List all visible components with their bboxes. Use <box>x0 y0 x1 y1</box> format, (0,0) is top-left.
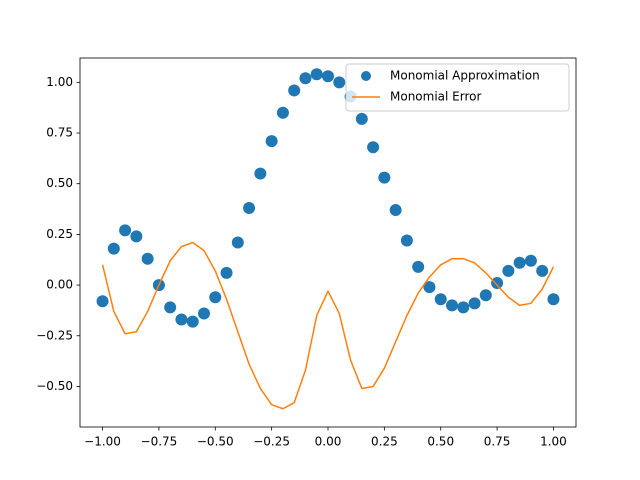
x-tick-label: −0.50 <box>197 435 234 449</box>
scatter-point <box>446 299 458 312</box>
scatter-point <box>141 252 154 265</box>
scatter-point <box>288 84 301 97</box>
scatter-point <box>400 234 413 247</box>
y-tick-label: 0.00 <box>46 278 73 292</box>
scatter-point <box>276 106 289 119</box>
scatter-point <box>355 112 368 125</box>
scatter-point <box>186 315 199 328</box>
scatter-point <box>231 236 244 249</box>
scatter-point <box>491 277 504 290</box>
plot-frame <box>79 57 577 428</box>
x-tick-label: −1.00 <box>84 435 121 449</box>
scatter-point <box>119 224 132 237</box>
y-tick-label: 0.25 <box>46 227 73 241</box>
y-tick-label: 0.50 <box>46 176 73 190</box>
x-tick-label: 0.75 <box>484 435 511 449</box>
scatter-point <box>547 293 560 306</box>
scatter-point <box>502 264 515 277</box>
scatter-point <box>536 264 549 277</box>
scatter-point <box>322 70 334 83</box>
x-tick-label: 0.50 <box>427 435 454 449</box>
scatter-point <box>175 313 188 326</box>
scatter-point <box>367 141 380 154</box>
scatter-point <box>479 289 492 302</box>
legend-box <box>345 63 570 112</box>
scatter-point <box>220 266 233 279</box>
scatter-point <box>107 242 120 255</box>
scatter-point <box>265 135 278 148</box>
scatter-point <box>198 307 210 320</box>
scatter-point <box>524 254 537 267</box>
legend-marker <box>361 71 371 81</box>
y-tick-label: −0.50 <box>36 379 73 393</box>
scatter-point <box>243 202 256 215</box>
scatter-point <box>389 204 402 217</box>
scatter-point <box>299 72 312 85</box>
y-tick-label: 0.75 <box>46 126 73 140</box>
scatter-point <box>423 281 436 294</box>
scatter-point <box>310 68 323 81</box>
x-tick-label: 1.00 <box>540 435 567 449</box>
x-tick-label: −0.25 <box>253 435 290 449</box>
scatter-point <box>333 76 346 89</box>
scatter-point <box>513 256 526 269</box>
legend-label: Monomial Error <box>390 90 481 104</box>
legend-label: Monomial Approximation <box>390 69 540 83</box>
scatter-point <box>130 230 143 243</box>
scatter-point <box>96 295 109 308</box>
scatter-point <box>209 291 222 304</box>
scatter-point <box>468 297 481 310</box>
scatter-point <box>254 167 267 180</box>
x-tick-label: −0.75 <box>141 435 178 449</box>
y-tick-label: 1.00 <box>46 75 73 89</box>
scatter-point <box>457 301 470 314</box>
x-tick-label: 0.00 <box>315 435 342 449</box>
scatter-point <box>378 171 391 184</box>
x-tick-label: 0.25 <box>371 435 398 449</box>
y-tick-label: −0.25 <box>36 328 73 342</box>
scatter-point <box>164 301 177 314</box>
line <box>101 241 555 410</box>
scatter-point <box>434 293 447 306</box>
scatter-point <box>412 260 425 273</box>
